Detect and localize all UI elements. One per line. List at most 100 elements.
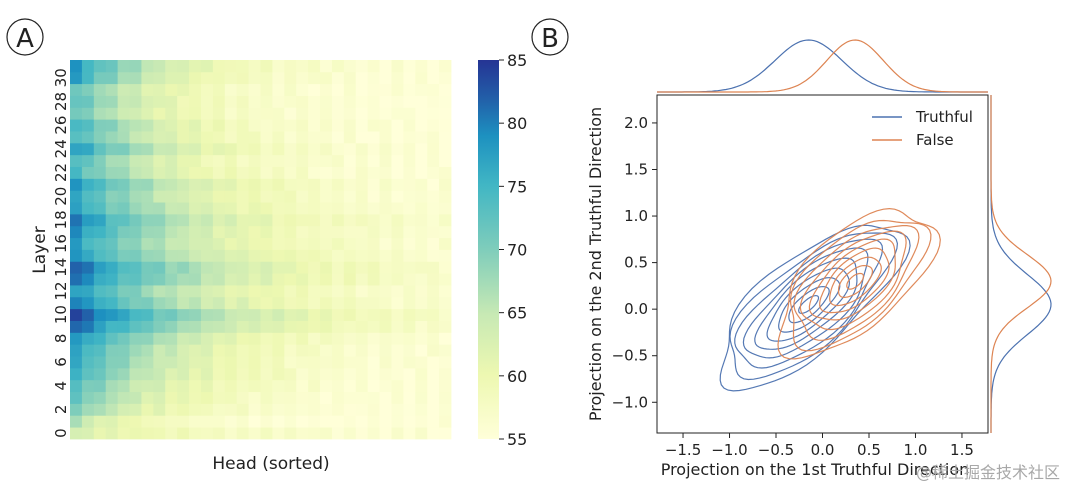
- heatmap-cell: [165, 332, 178, 345]
- heatmap-cell: [367, 285, 380, 298]
- heatmap-cell: [189, 344, 202, 357]
- heatmap-cell: [200, 71, 214, 85]
- heatmap-cell: [367, 391, 380, 404]
- heatmap-cell: [129, 119, 142, 132]
- heatmap-cell: [379, 356, 392, 369]
- heatmap-cell: [343, 60, 357, 73]
- heatmap-cell: [165, 107, 178, 120]
- heatmap-cell: [129, 213, 142, 227]
- heatmap-cell: [177, 83, 190, 96]
- heatmap-cell: [391, 83, 404, 96]
- heatmap-cell: [93, 367, 107, 381]
- heatmap-cell: [296, 142, 309, 156]
- heatmap-cell: [272, 308, 285, 321]
- kde-y-ticks: −1.0 −0.5 0.0 0.5 1.0 1.5 2.0: [612, 114, 657, 411]
- heatmap-cell: [177, 296, 190, 310]
- heatmap-cell: [141, 71, 154, 85]
- heatmap-cell: [367, 166, 380, 179]
- heatmap-cell: [296, 202, 309, 215]
- heatmap-cell: [379, 119, 392, 132]
- heatmap-cell: [153, 379, 166, 393]
- heatmap-cell: [308, 249, 321, 262]
- heatmap-cell: [105, 213, 119, 227]
- heatmap-cell: [367, 415, 380, 428]
- heatmap-cell: [367, 344, 380, 357]
- heatmap-cell: [343, 367, 357, 381]
- heatmap-cell: [189, 237, 202, 250]
- heatmap-cell: [331, 308, 345, 321]
- heatmap-cell: [81, 356, 95, 369]
- heatmap-cell: [129, 427, 142, 440]
- heatmap-cell: [248, 237, 261, 250]
- heatmap-cell: [200, 403, 214, 416]
- heatmap-cell: [177, 71, 190, 85]
- heatmap-cell: [105, 225, 119, 239]
- heatmap-cell: [105, 60, 119, 73]
- heatmap-cell: [70, 296, 83, 310]
- heatmap-cell: [81, 308, 95, 321]
- heatmap-cell: [177, 308, 190, 321]
- heatmap-cell: [439, 296, 452, 310]
- heatmap-cell: [93, 379, 107, 393]
- heatmap-cell: [70, 356, 83, 369]
- heatmap-cell: [439, 320, 452, 333]
- heatmap-cell: [260, 142, 273, 156]
- heatmap-cell: [117, 225, 130, 239]
- heatmap-cell: [308, 131, 321, 144]
- heatmap-cell: [320, 403, 333, 416]
- heatmap-cell: [129, 403, 142, 416]
- heatmap-cell: [343, 320, 357, 333]
- heatmap-cell: [355, 107, 369, 120]
- heatmap-cell: [153, 213, 166, 227]
- heatmap-cell: [355, 213, 369, 227]
- top-marginal-false: [657, 39, 988, 93]
- heatmap-cell: [308, 213, 321, 227]
- heatmap-cell: [331, 237, 345, 250]
- heatmap-cell: [70, 178, 83, 191]
- heatmap-cell: [224, 237, 238, 250]
- heatmap-cell: [355, 320, 369, 333]
- heatmap-cell: [81, 225, 95, 239]
- heatmap-cell: [153, 308, 166, 321]
- heatmap-cell: [236, 415, 249, 428]
- heatmap-cell: [93, 142, 107, 156]
- heatmap-cell: [236, 119, 249, 132]
- heatmap-cell: [200, 190, 214, 203]
- heatmap-cell: [379, 154, 392, 167]
- heatmap-cell: [308, 356, 321, 369]
- heatmap-cell: [308, 332, 321, 345]
- heatmap-cell: [248, 261, 261, 274]
- heatmap-cell: [70, 391, 83, 404]
- heatmap-cell: [93, 261, 107, 274]
- heatmap-cell: [272, 166, 285, 179]
- heatmap-cell: [284, 261, 297, 274]
- heatmap-cell: [177, 320, 190, 333]
- kde-x-tick-label: 1.0: [904, 441, 928, 459]
- heatmap-cell: [224, 213, 238, 227]
- heatmap-cell: [200, 415, 214, 428]
- heatmap-cell: [200, 320, 214, 333]
- heatmap-cell: [355, 285, 369, 298]
- heatmap-cell: [200, 391, 214, 404]
- heatmap-cell: [70, 225, 83, 239]
- heatmap-cell: [343, 178, 357, 191]
- heatmap-cell: [236, 356, 249, 369]
- heatmap-y-tick-label: 10: [52, 305, 70, 324]
- heatmap-cell: [296, 261, 309, 274]
- heatmap-cell: [439, 332, 452, 345]
- heatmap-cell: [403, 379, 416, 393]
- heatmap-cell: [81, 107, 95, 120]
- heatmap-cell: [177, 415, 190, 428]
- heatmap-cell: [415, 154, 428, 167]
- heatmap-cell: [70, 320, 83, 333]
- heatmap-cell: [141, 60, 154, 73]
- heatmap-cell: [403, 391, 416, 404]
- heatmap-cell: [439, 213, 452, 227]
- heatmap-y-tick-label: 6: [52, 357, 70, 367]
- heatmap-cell: [331, 415, 345, 428]
- heatmap-cell: [272, 154, 285, 167]
- heatmap-cell: [117, 95, 130, 108]
- heatmap-cell: [200, 142, 214, 156]
- heatmap-cell: [105, 344, 119, 357]
- heatmap-cell: [296, 166, 309, 179]
